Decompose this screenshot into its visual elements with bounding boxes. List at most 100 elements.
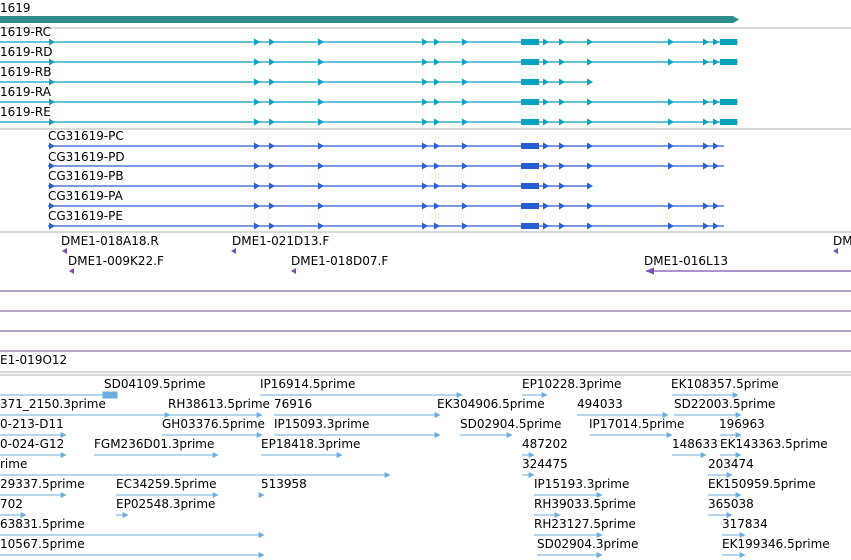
exon-arrow (254, 142, 260, 150)
exon-block (521, 119, 539, 125)
exon-block (521, 183, 539, 189)
exon-arrow (587, 142, 593, 150)
exon-arrow (462, 182, 468, 190)
exon-arrow (559, 182, 565, 190)
clone-feature[interactable] (231, 248, 236, 254)
exon-arrow (587, 222, 593, 230)
cdna-label: 196963 (719, 417, 765, 431)
cdna-label: IP15193.3prime (534, 477, 629, 491)
exon-arrow (254, 58, 260, 66)
exon-arrow (713, 222, 719, 230)
exon-arrow (434, 78, 440, 86)
clone-track: DME1-018A18.R DME1-021D13.F DM DME1-009K… (61, 234, 851, 275)
exon-arrow (462, 202, 468, 210)
clone-feature[interactable] (645, 267, 851, 275)
exon-arrow (703, 222, 709, 230)
exon-arrow (49, 182, 55, 190)
exon-arrow (318, 202, 324, 210)
exon-arrow (703, 58, 709, 66)
cdna-label: 324475 (522, 457, 568, 471)
exon-arrow (668, 38, 674, 46)
exon-arrow (559, 78, 565, 86)
transcript-model[interactable] (0, 38, 738, 46)
exon-arrow (559, 162, 565, 170)
protein-model[interactable] (48, 142, 724, 150)
transcript-model[interactable] (0, 78, 593, 86)
exon-arrow (543, 142, 549, 150)
cdna-feature[interactable] (0, 391, 118, 399)
exon-block (521, 143, 539, 149)
exon-arrow (422, 202, 428, 210)
cdna-label: 29337.5prime (0, 477, 85, 491)
cdna-label: SD02904.5prime (460, 417, 561, 431)
exon-arrow (434, 38, 440, 46)
cdna-label: 702 (0, 497, 23, 511)
transcript-model[interactable] (0, 118, 738, 126)
exon-arrow (703, 118, 709, 126)
clone-label: DM (833, 234, 851, 248)
exon-arrow (434, 202, 440, 210)
exon-arrow (318, 142, 324, 150)
exon-arrow (422, 162, 428, 170)
exon-block (720, 59, 737, 65)
transcript-model[interactable] (0, 98, 738, 106)
exon-arrow (559, 222, 565, 230)
cdna-label: 203474 (708, 457, 754, 471)
protein-label: CG31619-PB (48, 169, 124, 183)
clone-label: DME1-018A18.R (61, 234, 159, 248)
exon-arrow (49, 118, 55, 126)
exon-arrow (254, 202, 260, 210)
clone-feature[interactable] (69, 268, 74, 274)
exon-arrow (254, 182, 260, 190)
exon-arrow (269, 162, 275, 170)
transcript-label: 1619-RA (0, 85, 52, 99)
exon-arrow (49, 222, 55, 230)
exon-arrow (713, 98, 719, 106)
exon-arrow (462, 142, 468, 150)
exon-block (720, 119, 737, 125)
protein-model[interactable] (48, 182, 593, 190)
gene-label: 1619 (0, 1, 31, 15)
cdna-label: 10567.5prime (0, 537, 85, 551)
transcript-track: 1619-RC 1619-RD 1619-RB 1619-RA 1619-RE (0, 25, 738, 126)
exon-arrow (318, 38, 324, 46)
exon-arrow (462, 98, 468, 106)
exon-arrow (434, 118, 440, 126)
clone-label: DME1-016L13 (644, 254, 728, 268)
protein-model[interactable] (48, 202, 724, 210)
clone-feature[interactable] (291, 268, 296, 274)
cdna-label: 494033 (577, 397, 623, 411)
exon-arrow (462, 58, 468, 66)
protein-model[interactable] (48, 222, 724, 230)
cdna-label: 0-024-G12 (0, 437, 64, 451)
cdna-label: EP02548.3prime (116, 497, 215, 511)
exon-arrow (254, 162, 260, 170)
cdna-label: 63831.5prime (0, 517, 85, 531)
clone-label: DME1-018D07.F (291, 254, 388, 268)
protein-model[interactable] (48, 162, 724, 170)
bac-label: E1-019O12 (0, 353, 67, 367)
exon-arrow (713, 142, 719, 150)
protein-label: CG31619-PD (48, 150, 125, 164)
cdna-label: IP15093.3prime (274, 417, 369, 431)
cdna-track: SD04109.5prime IP16914.5prime EP10228.3p… (0, 377, 830, 558)
exon-arrow (587, 118, 593, 126)
clone-feature[interactable] (833, 248, 838, 254)
transcript-model[interactable] (0, 58, 738, 66)
cdna-label: EK199346.5prime (722, 537, 830, 551)
exon-arrow (559, 58, 565, 66)
exon-arrow (422, 38, 428, 46)
cdna-label: RH23127.5prime (534, 517, 636, 531)
exon-arrow (254, 78, 260, 86)
clone-feature[interactable] (62, 248, 67, 254)
gene-model[interactable] (0, 16, 739, 23)
protein-track: CG31619-PC CG31619-PD CG31619-PB CG31619… (48, 129, 724, 230)
cdna-label: EK304906.5prime (437, 397, 545, 411)
exon-arrow (269, 202, 275, 210)
exon-arrow (713, 118, 719, 126)
exon-arrow (49, 202, 55, 210)
exon-arrow (318, 58, 324, 66)
cdna-label: EK143363.5prime (720, 437, 828, 451)
cdna-label: SD22003.5prime (674, 397, 775, 411)
